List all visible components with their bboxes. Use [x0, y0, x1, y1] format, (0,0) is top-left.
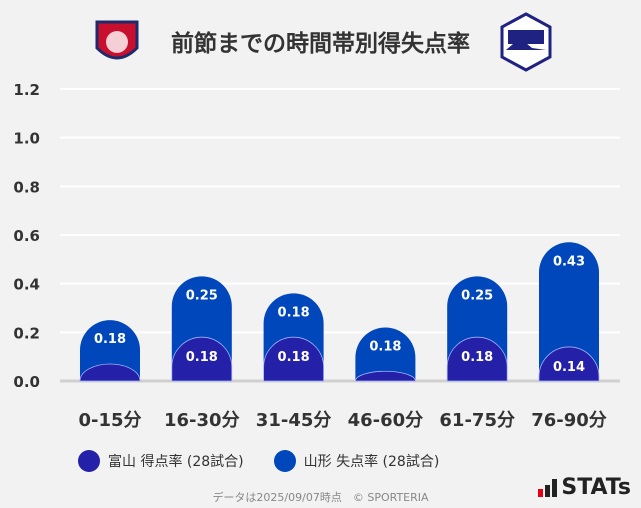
data-label-yamagata: 0.43 — [553, 254, 585, 269]
x-tick-label: 46-60分 — [348, 410, 424, 431]
legend-swatch — [78, 450, 100, 472]
y-tick-label: 1.0 — [13, 130, 40, 148]
data-label-yamagata: 0.18 — [369, 339, 401, 354]
x-tick-label: 16-30分 — [164, 410, 240, 431]
data-label-yamagata: 0.18 — [278, 305, 310, 320]
data-label-toyama: 0.18 — [461, 350, 493, 365]
legend-swatch — [273, 450, 296, 472]
legend-item-yamagata: 山形 失点率 (28試合) — [273, 450, 440, 472]
logo-right — [500, 12, 552, 72]
legend: 富山 得点率 (28試合) 山形 失点率 (28試合) — [78, 450, 439, 472]
y-tick-label: 0.2 — [13, 324, 40, 342]
bar-toyama-scored — [538, 346, 600, 382]
x-tick-label: 76-90分 — [531, 410, 607, 431]
bar-toyama-scored — [354, 370, 416, 382]
legend-label: 山形 失点率 (28試合) — [303, 454, 440, 470]
stats-brand: STATs — [538, 475, 631, 500]
bar-yamagata-conceded — [355, 327, 416, 381]
stats-logo-icon — [538, 478, 558, 497]
chart-title: 前節までの時間帯別得失点率 — [171, 31, 470, 57]
legend-item-toyama: 富山 得点率 (28試合) — [78, 450, 244, 472]
footer-note: データは2025/09/07時点 © SPORTERIA — [212, 491, 429, 504]
x-tick-label: 61-75分 — [439, 410, 515, 431]
x-tick-label: 31-45分 — [256, 410, 332, 431]
logo-left — [95, 20, 139, 60]
y-tick-label: 0.0 — [13, 373, 40, 391]
bar-toyama-scored — [446, 336, 508, 382]
x-tick-label: 0-15分 — [78, 410, 141, 431]
brand-text: STATs — [561, 475, 631, 500]
bar-toyama-scored — [171, 336, 233, 382]
data-label-toyama: 0.18 — [186, 350, 218, 365]
bar-yamagata-conceded — [539, 242, 599, 381]
y-tick-label: 0.8 — [13, 178, 40, 196]
bar-toyama-scored — [263, 336, 324, 382]
data-label-yamagata: 0.25 — [186, 288, 218, 303]
y-tick-label: 0.6 — [13, 227, 40, 245]
data-label-yamagata: 0.25 — [461, 288, 493, 303]
data-label-toyama: 0.14 — [553, 360, 585, 375]
legend-label: 富山 得点率 (28試合) — [108, 454, 244, 470]
bar-toyama-scored — [79, 363, 141, 382]
y-tick-label: 0.4 — [13, 276, 40, 294]
y-tick-label: 1.2 — [13, 81, 40, 99]
data-label-yamagata: 0.18 — [94, 332, 126, 347]
data-label-toyama: 0.18 — [278, 350, 310, 365]
